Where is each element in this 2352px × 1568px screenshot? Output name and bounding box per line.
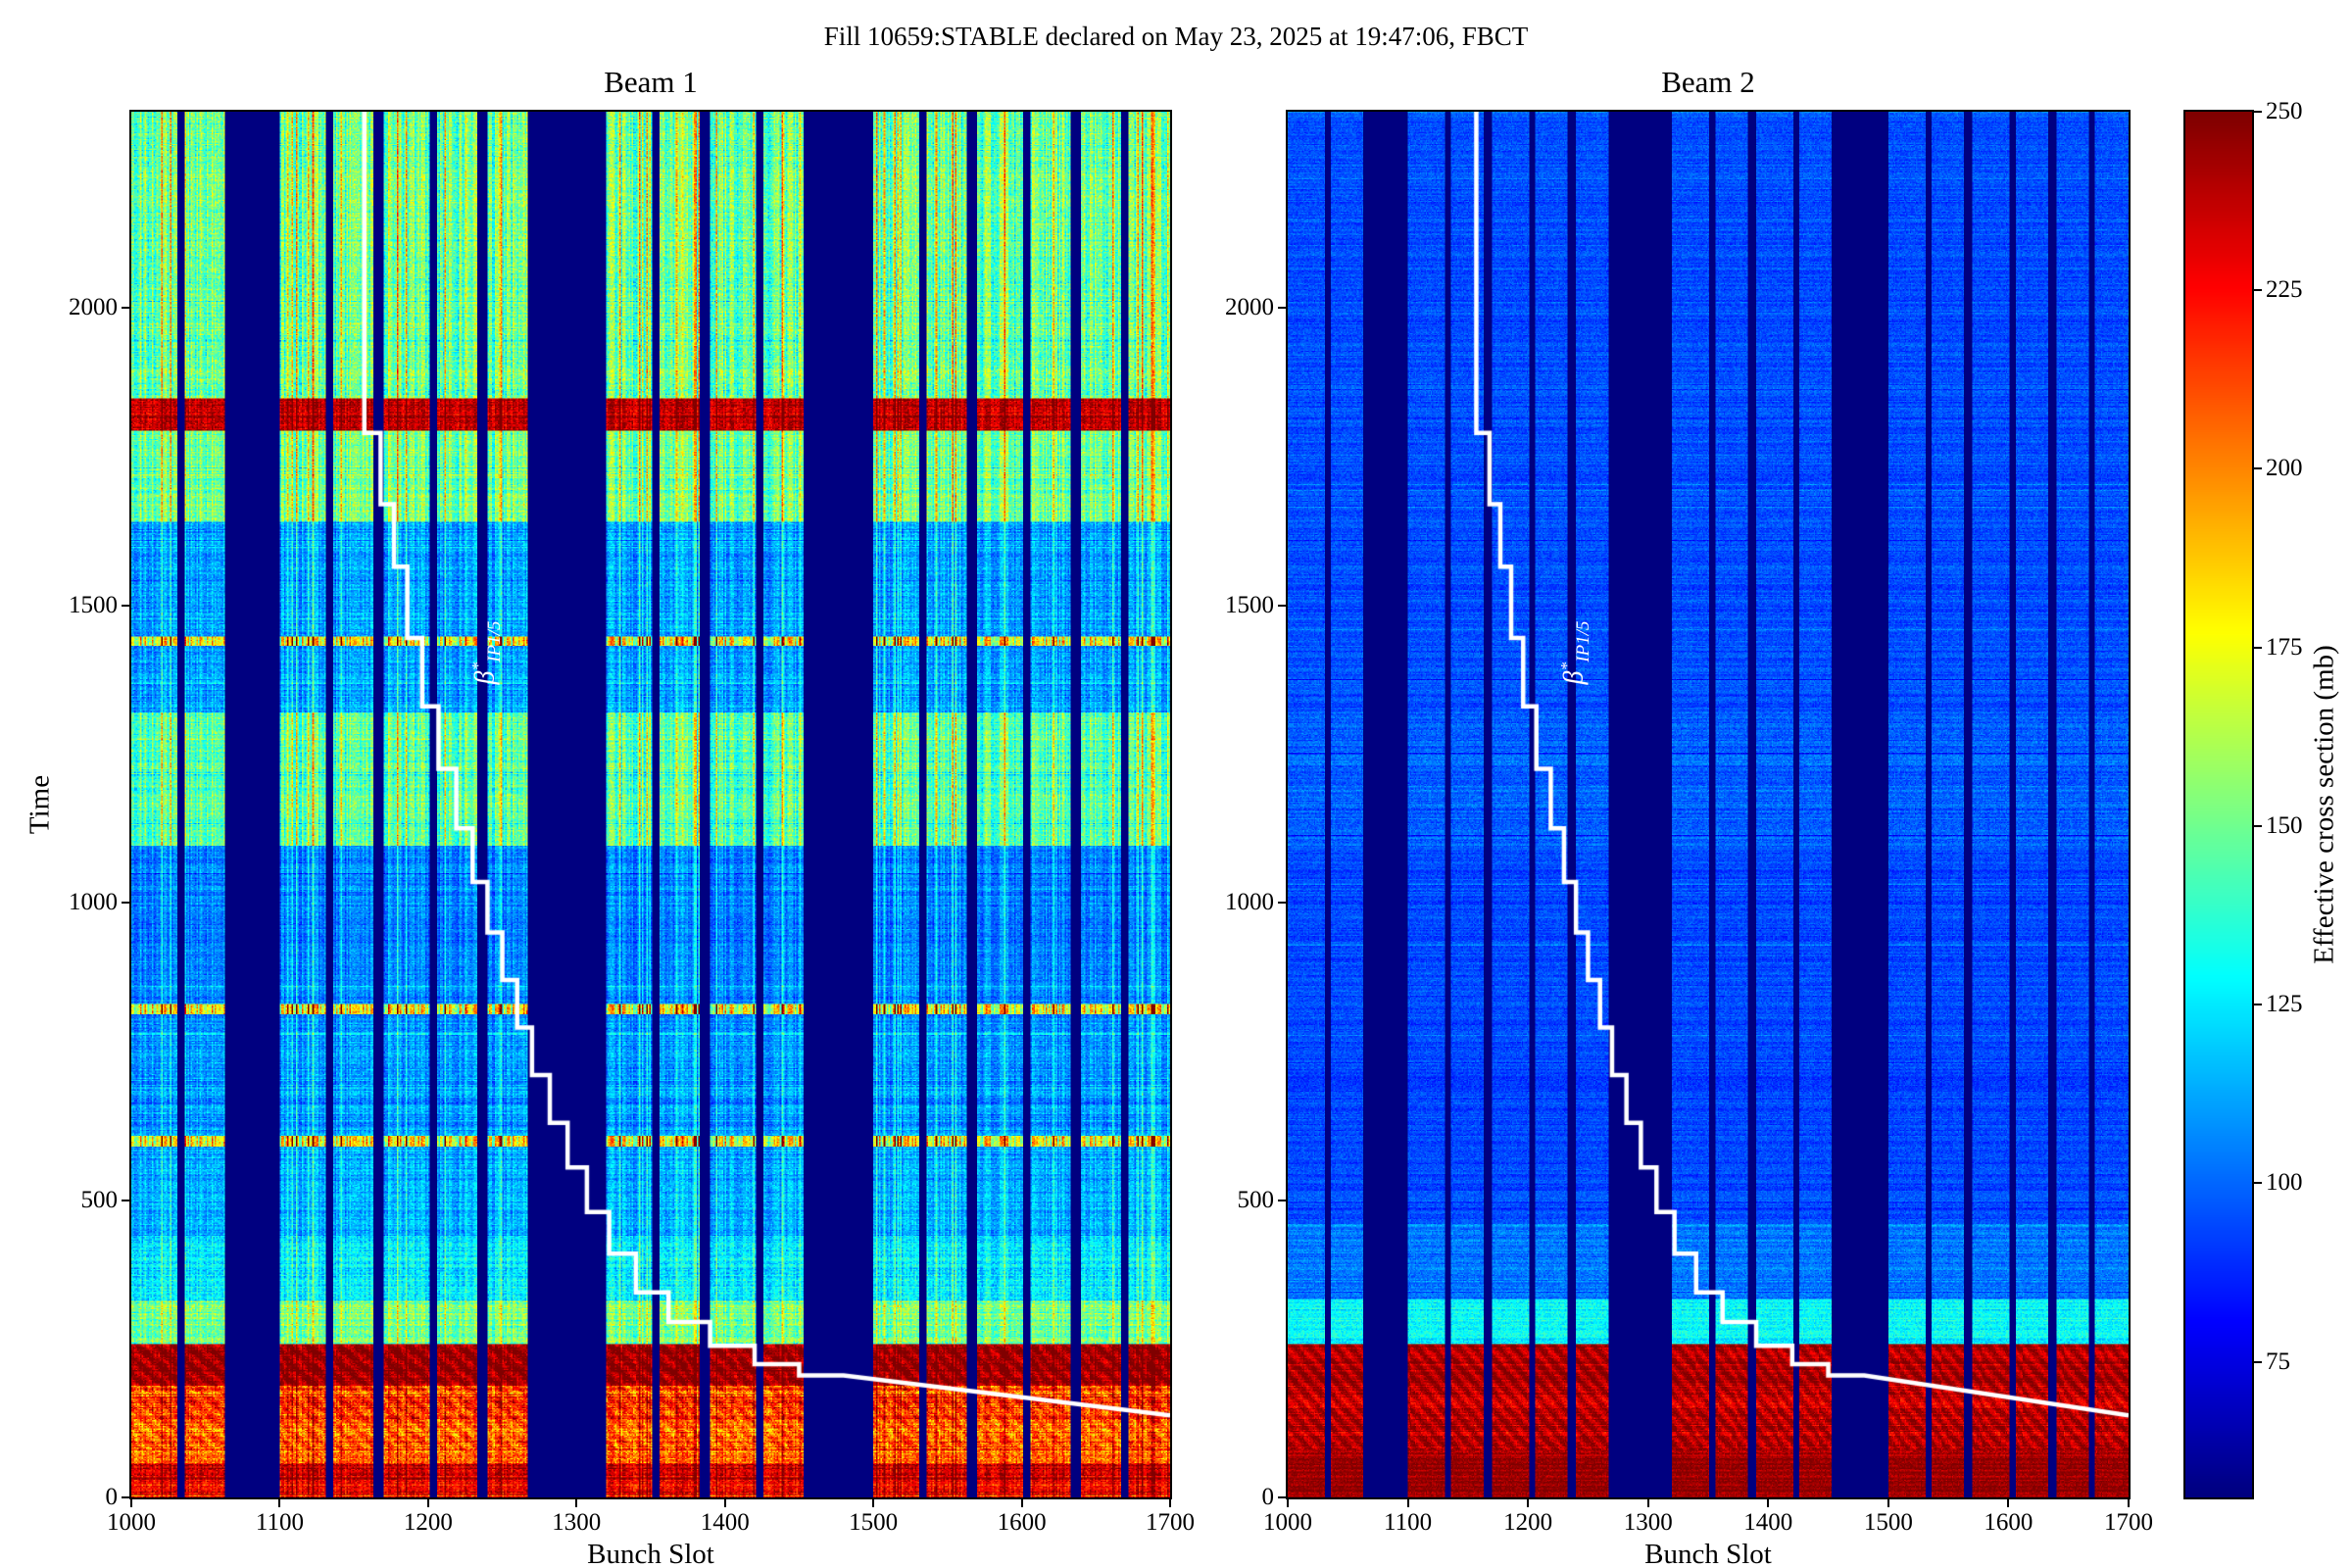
beam2-x-tick [1886,1497,1889,1507]
beam1-y-tick-label: 1000 [69,889,118,916]
beam2-x-tick-label: 1200 [1503,1509,1553,1536]
colorbar-tick [2252,111,2262,113]
beam2-y-tick [1278,604,1288,607]
beam2-x-tick-label: 1600 [1984,1509,2034,1536]
beam1-y-tick [122,1199,131,1201]
beam1-x-tick [872,1497,875,1507]
colorbar-gradient-canvas [2185,112,2252,1497]
beam1-x-tick [278,1497,281,1507]
colorbar: 75 100 125 150 175 200 225 250 [2183,98,2303,1499]
colorbar-tick [2252,824,2262,827]
beam2-y-tick-label: 2000 [1225,294,1274,321]
beam1-x-tick [1020,1497,1023,1507]
beam2-xlabel: Bunch Slot [1644,1539,1772,1568]
beam2-y-tick-label: 0 [1261,1484,1275,1510]
colorbar-tick-label: 200 [2266,455,2303,482]
beam1-y-tick-label: 0 [105,1484,119,1510]
colorbar-tick [2252,1182,2262,1185]
beam1-x-tick-label: 1500 [849,1509,899,1536]
beam1-ylabel: Time [24,774,56,835]
colorbar-tick [2252,467,2262,470]
beam1-x-tick [1169,1497,1171,1507]
beam2-y-tick [1278,1496,1288,1498]
beam1-y-tick [122,1496,131,1498]
beam2-x-tick-label: 1300 [1623,1509,1673,1536]
beam2-x-tick-label: 1100 [1384,1509,1433,1536]
beam2-x-tick [1646,1497,1649,1507]
colorbar-tick-label: 100 [2266,1169,2303,1197]
beam1-x-tick-label: 1600 [997,1509,1047,1536]
beam1-y-tick [122,307,131,310]
beam1-x-tick-label: 1200 [403,1509,453,1536]
beta-star-sup: * [468,662,488,671]
colorbar-tick-label: 75 [2266,1348,2290,1375]
beam2-x-tick [1767,1497,1770,1507]
beam1-title: Beam 1 [604,65,698,99]
colorbar-label: Effective cross section (mb) [2308,645,2340,964]
beta-star-sub: IP1/5 [1573,620,1594,663]
beam2-y-tick-label: 1000 [1225,889,1274,916]
beam1-y-tick-label: 1500 [69,591,118,618]
colorbar-tick-label: 175 [2266,633,2303,661]
beam1-x-tick-label: 1000 [107,1509,156,1536]
beam2-y-tick [1278,1199,1288,1201]
colorbar-tick [2252,1004,2262,1006]
colorbar-tick-label: 125 [2266,991,2303,1018]
beam1-y-tick-label: 500 [80,1186,119,1213]
colorbar-tick [2252,1360,2262,1363]
beam1-beta-star-label: β*IP1/5 [468,621,506,685]
beam2-x-tick-label: 1000 [1263,1509,1312,1536]
beam2-y-tick [1278,902,1288,905]
beta-symbol: β [1558,670,1590,685]
beta-star-sub: IP1/5 [484,620,506,663]
beam2-y-tick [1278,307,1288,310]
beam2-x-tick-label: 1700 [2104,1509,2153,1536]
colorbar-tick-label: 150 [2266,811,2303,839]
colorbar-tick [2252,289,2262,292]
beam2-x-tick [2128,1497,2130,1507]
beam2-x-tick [2007,1497,2010,1507]
beam1-x-tick-label: 1700 [1146,1509,1195,1536]
beam2-y-tick-label: 500 [1237,1186,1275,1213]
beam2-x-tick-label: 1500 [1863,1509,1913,1536]
beam1-y-tick [122,902,131,905]
beam2-x-tick [1287,1497,1289,1507]
beam1-y-tick-label: 2000 [69,294,118,321]
beam1-xlabel: Bunch Slot [587,1539,714,1568]
beam1-x-tick [723,1497,726,1507]
beta-star-sup: * [1557,662,1577,671]
colorbar-tick-label: 250 [2266,98,2303,124]
figure-title: Fill 10659:STABLE declared on May 23, 20… [823,22,1529,51]
beam2-title: Beam 2 [1661,65,1755,99]
beam1-x-tick [426,1497,429,1507]
beam2-plot-area: Beam 2 β*IP1/5 Bunch Slot 1000 1100 1200 13… [1225,65,2153,1568]
beam1-x-tick-label: 1400 [700,1509,750,1536]
beam1-plot-area: Beam 1 β*IP1/5 Bunch Slot Time 1000 1100 1… [24,65,1196,1568]
beam2-beta-star-label: β*IP1/5 [1557,621,1594,685]
beam1-x-tick [130,1497,132,1507]
beam2-x-tick-label: 1400 [1743,1509,1793,1536]
beam2-y-tick-label: 1500 [1225,591,1274,618]
beta-symbol: β [469,670,501,685]
beam1-x-tick [575,1497,578,1507]
beam1-x-tick-label: 1300 [552,1509,602,1536]
beam2-x-tick [1406,1497,1409,1507]
beam1-y-tick [122,604,131,607]
beam1-beta-curve-canvas [131,112,1170,1497]
colorbar-tick-label: 225 [2266,276,2303,304]
beam2-beta-curve-canvas [1288,112,2129,1497]
beam2-x-tick [1527,1497,1530,1507]
colorbar-tick [2252,646,2262,649]
beam1-x-tick-label: 1100 [255,1509,304,1536]
